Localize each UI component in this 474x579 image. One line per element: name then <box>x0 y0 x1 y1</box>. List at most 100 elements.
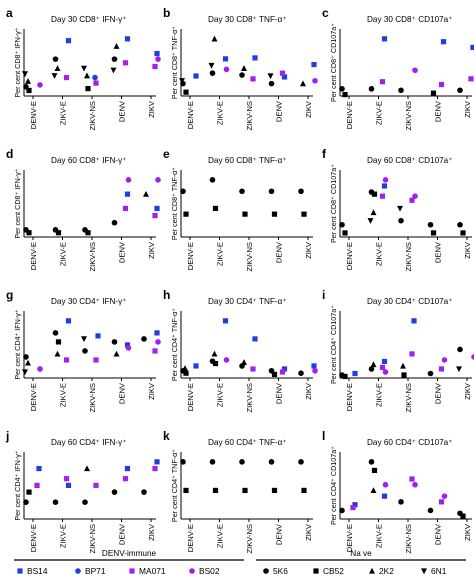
x-tick-label: ZIKV-E <box>375 242 384 266</box>
data-point-2k2 <box>25 78 31 84</box>
data-point-bs14 <box>124 191 131 197</box>
data-point-2k2 <box>370 487 377 494</box>
data-point-5k6 <box>52 330 59 336</box>
data-point-bs14 <box>440 39 447 45</box>
x-tick-label: ZIKV <box>147 100 156 118</box>
x-tick-label: ZIKV <box>304 100 313 118</box>
data-point-6n1 <box>179 78 185 84</box>
panel-title: Day 60 CD4⁺ CD107a⁺ <box>367 438 453 447</box>
data-point-ma071 <box>122 476 129 482</box>
legend-label-6n1: 6N1 <box>431 566 447 576</box>
data-point-cb52 <box>183 211 189 217</box>
data-point-bs02 <box>441 357 448 363</box>
data-point-cb52 <box>342 373 348 380</box>
data-point-bs14 <box>252 55 258 61</box>
x-tick-label: ZIKV <box>463 523 472 541</box>
data-point-5k6 <box>23 354 29 360</box>
data-point-bs02 <box>441 493 448 499</box>
data-point-bs14 <box>154 459 160 465</box>
legend-label-bp71: BP71 <box>85 566 106 576</box>
panel-letter: h <box>163 288 170 302</box>
x-tick-label: DENV-E <box>186 101 195 129</box>
data-point-cb52 <box>271 211 278 217</box>
data-point-cb52 <box>55 339 62 345</box>
y-axis-label: Per cent CD8⁺ TNF-α⁺ <box>170 167 179 240</box>
data-point-6n1 <box>110 67 117 74</box>
data-point-ma071 <box>250 76 256 82</box>
data-point-2k2 <box>113 350 120 357</box>
x-tick-label: ZIKV-E <box>216 524 225 548</box>
data-point-2k2 <box>182 365 188 371</box>
data-point-5k6 <box>209 459 216 465</box>
data-point-cb52 <box>212 205 219 212</box>
panel-g: g Day 30 CD4⁺ IFN-γ⁺ Per cent CD4⁺ IFN-γ⁺ D… <box>6 288 161 413</box>
x-tick-label: DENV <box>434 523 443 545</box>
data-point-ma071 <box>93 357 99 363</box>
x-tick-label: ZIKV-NS <box>88 101 97 131</box>
data-point-ma071 <box>379 364 386 371</box>
x-tick-label: ZIKV <box>463 382 472 400</box>
panel-letter: k <box>163 429 170 443</box>
x-tick-label: ZIKV-E <box>59 383 68 407</box>
data-point-cb52 <box>26 489 32 495</box>
data-point-2k2 <box>400 362 406 369</box>
data-point-bs02 <box>382 177 389 183</box>
x-tick-label: ZIKV <box>304 382 313 400</box>
data-point-2k2 <box>370 209 377 216</box>
data-point-ma071 <box>34 482 40 488</box>
data-point-5k6 <box>141 336 147 342</box>
x-tick-label: ZIKV-E <box>59 101 68 125</box>
data-point-6n1 <box>267 73 274 80</box>
data-point-bs02 <box>37 366 43 372</box>
data-point-5k6 <box>457 87 463 94</box>
panel-title: Day 30 CD4⁺ CD107a⁺ <box>367 297 453 306</box>
x-tick-label: DENV <box>275 100 284 122</box>
data-point-2k2 <box>300 80 306 87</box>
legend-label-5k6: 5K6 <box>273 566 288 576</box>
data-point-bs02 <box>382 369 389 375</box>
data-point-2k2 <box>84 465 90 472</box>
y-axis-label: Per cent CD8⁺ IFN-γ⁺ <box>13 168 22 238</box>
legend-marker-6n1 <box>421 568 427 575</box>
data-point-ma071 <box>438 366 445 372</box>
y-axis-label: Per cent CD8⁺ TNF-α⁺ <box>170 26 179 99</box>
data-point-5k6 <box>398 217 404 224</box>
data-point-ma071 <box>63 476 70 482</box>
x-tick-label: DENV-E <box>29 101 38 129</box>
group-label-naive: Na ve <box>350 549 372 558</box>
data-point-ma071 <box>250 366 256 372</box>
panel-letter: c <box>322 6 329 20</box>
legend-label-ma071: MA071 <box>139 566 166 576</box>
data-point-cb52 <box>242 211 248 217</box>
x-tick-label: DENV-E <box>29 383 38 411</box>
data-point-2k2 <box>143 190 149 197</box>
data-point-bp71 <box>92 74 98 81</box>
x-tick-label: ZIKV-NS <box>88 242 97 272</box>
data-point-cb52 <box>430 230 437 236</box>
legend-label-cb52: CB52 <box>323 566 344 576</box>
data-point-bs14 <box>65 482 72 488</box>
data-point-5k6 <box>209 177 216 183</box>
data-point-2k2 <box>211 350 218 357</box>
panel-k: k Day 60 CD4⁺ TNF-α⁺ Per cent CD4⁺ TNF-α⁺ D… <box>163 429 313 554</box>
data-point-bs02 <box>382 481 389 488</box>
panel-title: Day 30 CD8⁺ TNF-α⁺ <box>208 15 287 24</box>
data-point-6n1 <box>208 62 215 69</box>
legend-marker-2k2 <box>369 567 375 574</box>
x-tick-label: ZIKV <box>147 382 156 400</box>
data-point-5k6 <box>268 188 275 195</box>
data-point-6n1 <box>397 205 403 212</box>
y-axis-label: Per cent CD8⁺ CD107a⁺ <box>329 23 338 102</box>
data-point-bs14 <box>470 44 474 51</box>
x-tick-label: DENV-E <box>186 524 195 552</box>
x-tick-label: DENV-E <box>186 242 195 270</box>
x-tick-label: ZIKV-NS <box>88 524 97 554</box>
data-point-5k6 <box>82 499 88 505</box>
x-tick-label: DENV <box>434 382 443 404</box>
panel-letter: e <box>163 147 170 161</box>
panel-f: f Day 60 CD8⁺ CD107a⁺ Per cent CD8⁺ CD107a… <box>322 147 472 272</box>
data-point-bs14 <box>252 336 258 342</box>
x-tick-label: DENV <box>118 523 127 545</box>
data-point-ma071 <box>279 369 286 375</box>
data-point-5k6 <box>52 56 59 62</box>
